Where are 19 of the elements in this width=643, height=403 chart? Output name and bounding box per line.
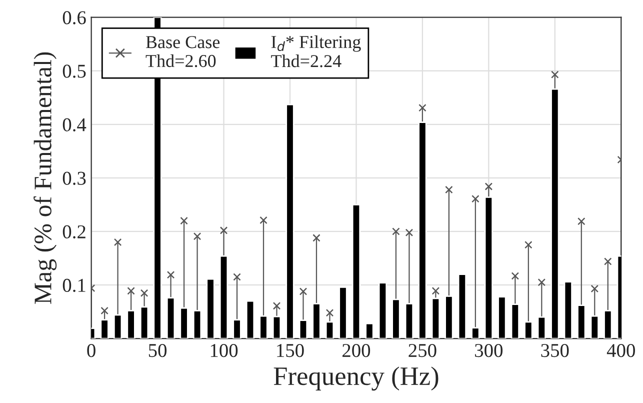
y-tick-label: 0.6 — [62, 11, 86, 24]
y-tick-label: 0.4 — [62, 118, 86, 132]
x-tick-label: 0 — [87, 344, 96, 358]
y-tick-label: 0.5 — [62, 64, 86, 78]
legend-label: Base Case Thd=2.60 — [146, 36, 220, 68]
x-tick-label: 300 — [475, 344, 503, 358]
x-tick-label: 50 — [148, 344, 167, 358]
y-tick-label: 0.1 — [62, 278, 86, 292]
y-tick-label: 0.2 — [62, 225, 86, 238]
x-axis-title: Frequency (Hz) — [274, 366, 438, 391]
y-tick-label: 0.3 — [62, 172, 86, 185]
x-tick-label: 400 — [606, 344, 635, 358]
x-tick-label: 200 — [342, 344, 370, 358]
x-tick-label: 100 — [210, 344, 238, 358]
x-tick-label: 250 — [408, 344, 436, 358]
x-tick-label: 350 — [541, 344, 569, 358]
x-tick-label: 150 — [277, 344, 304, 358]
legend-label: I$_{d}$* Filtering Thd=2.24 — [271, 35, 361, 68]
y-axis-title: Mag (% of Fundamental) — [34, 52, 57, 304]
